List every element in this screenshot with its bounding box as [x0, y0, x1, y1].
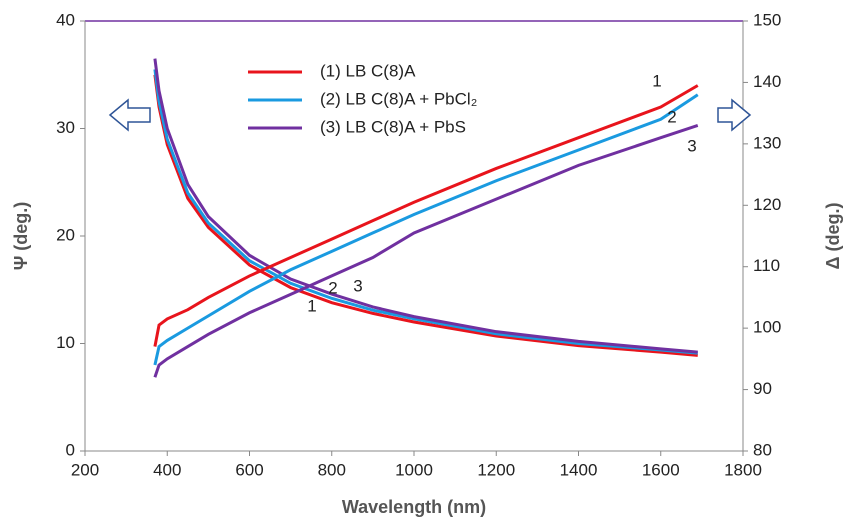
data-line: [153, 69, 698, 355]
curve-label: 3: [353, 276, 362, 295]
legend-label: (1) LB C(8)A: [320, 61, 416, 80]
legend-label: (3) LB C(8)A + PbS: [320, 117, 466, 136]
y2-axis-label: Δ (deg.): [823, 203, 843, 270]
x-tick-label: 600: [235, 460, 263, 479]
x-tick-label: 400: [153, 460, 181, 479]
curve-label: 1: [307, 296, 316, 315]
data-line: [153, 74, 698, 357]
x-axis-label: Wavelength (nm): [342, 497, 486, 517]
y-tick-label: 40: [56, 10, 75, 29]
y2-tick-label: 100: [753, 318, 781, 337]
y2-tick-label: 150: [753, 10, 781, 29]
curve-label: 3: [687, 136, 696, 155]
y-axis-label: Ψ (deg.): [11, 202, 31, 271]
data-line: [153, 124, 699, 378]
x-tick-label: 1800: [724, 460, 762, 479]
y2-tick-label: 120: [753, 195, 781, 214]
x-tick-label: 1000: [395, 460, 433, 479]
x-tick-label: 800: [318, 460, 346, 479]
y-tick-label: 10: [56, 333, 75, 352]
y-tick-label: 0: [66, 440, 75, 459]
left-arrow: [108, 98, 151, 132]
data-line: [153, 93, 699, 366]
curve-label: 1: [652, 71, 661, 90]
curve-label: 2: [667, 107, 676, 126]
right-arrow: [717, 98, 752, 132]
y2-tick-label: 110: [753, 256, 780, 275]
y-tick-label: 20: [56, 225, 75, 244]
y-tick-label: 30: [56, 118, 75, 137]
data-line: [153, 84, 699, 347]
x-tick-label: 1600: [642, 460, 680, 479]
y2-tick-label: 90: [753, 379, 772, 398]
x-tick-label: 200: [71, 460, 99, 479]
x-tick-label: 1200: [477, 460, 515, 479]
y2-tick-label: 130: [753, 133, 781, 152]
curve-label: 2: [328, 278, 337, 297]
y2-tick-label: 140: [753, 72, 781, 91]
legend-label: (2) LB C(8)A + PbCl₂: [320, 89, 477, 108]
y2-tick-label: 80: [753, 440, 772, 459]
x-tick-label: 1400: [560, 460, 598, 479]
